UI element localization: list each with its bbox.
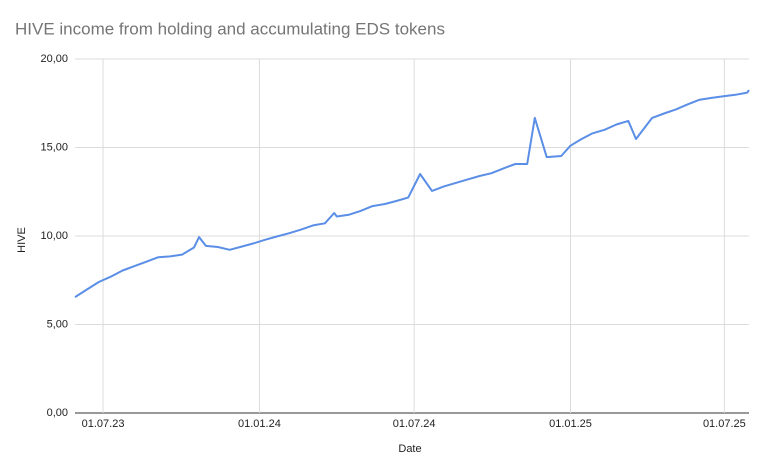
y-tick-label: 20,00 [40,53,68,65]
x-tick-label: 01.07.24 [393,418,436,430]
x-tick-label: 01.07.25 [703,418,746,430]
y-tick-label: 5,00 [47,318,68,330]
y-tick-label: 15,00 [40,141,68,153]
chart-title: HIVE income from holding and accumulatin… [15,19,445,38]
y-axis-label: HIVE [16,227,28,253]
data-line [74,89,750,298]
y-tick-label: 10,00 [40,230,68,242]
x-tick-label: 01.01.25 [549,418,592,430]
x-tick-label: 01.07.23 [82,418,125,430]
x-axis-label: Date [398,443,421,455]
x-tick-label: 01.01.24 [238,418,281,430]
y-tick-label: 0,00 [47,407,68,419]
